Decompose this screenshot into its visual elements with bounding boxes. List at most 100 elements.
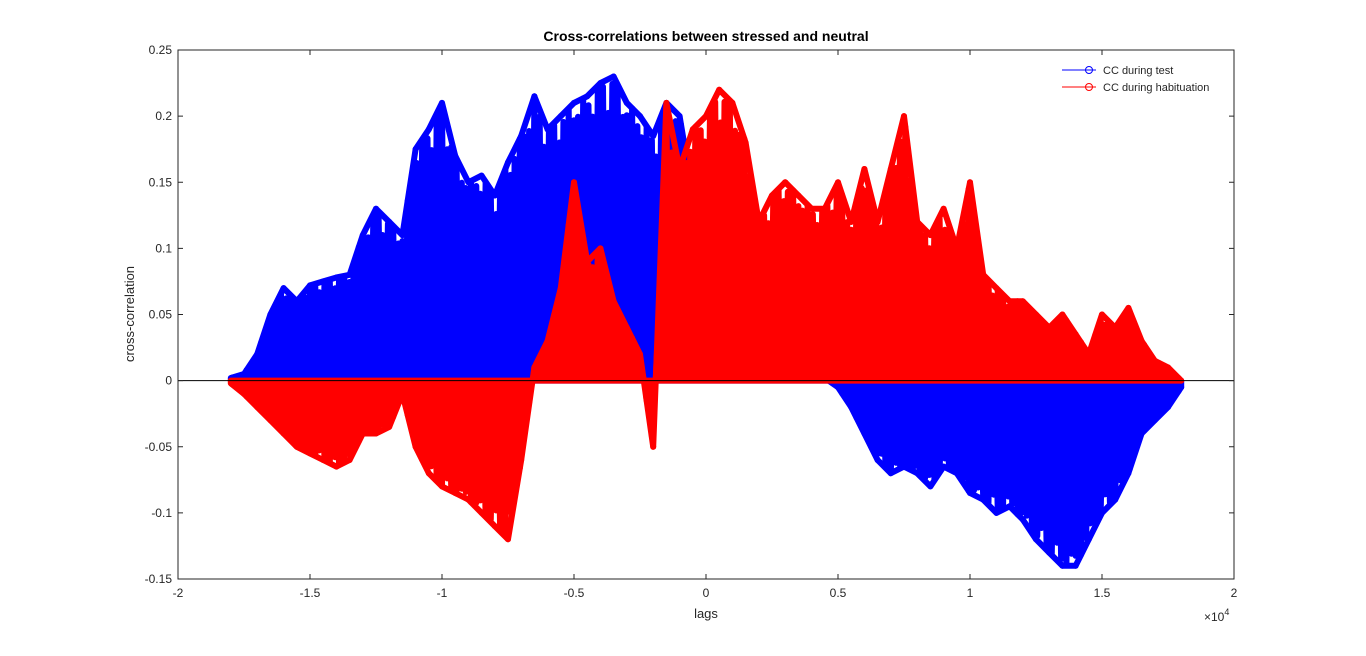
- legend-label-test: CC during test: [1103, 65, 1173, 77]
- data-point: [254, 351, 261, 358]
- x-axis-label: lags: [694, 606, 718, 621]
- x-tick-label: 2: [1231, 586, 1238, 600]
- data-point: [623, 99, 630, 106]
- data-point: [967, 179, 973, 186]
- data-point: [650, 443, 657, 450]
- data-point: [980, 271, 987, 278]
- data-point: [980, 496, 987, 503]
- data-point: [848, 218, 855, 225]
- data-point: [610, 298, 617, 305]
- data-point: [610, 73, 617, 80]
- data-point: [1059, 311, 1066, 318]
- y-tick-label: 0.1: [155, 241, 172, 255]
- data-point: [835, 384, 841, 391]
- x-tick-label: -0.5: [564, 586, 585, 600]
- data-point: [663, 99, 670, 106]
- data-point: [597, 245, 604, 252]
- data-point: [1125, 470, 1132, 477]
- data-point: [808, 205, 815, 212]
- legend-marker-habituation: [1085, 83, 1093, 91]
- data-point: [835, 179, 841, 186]
- data-point: [412, 443, 419, 450]
- data-point: [293, 298, 300, 305]
- x-axis-exponent: ×104: [1204, 607, 1229, 624]
- data-point: [531, 364, 538, 371]
- x-tick-label: -1.5: [300, 586, 321, 600]
- data-point: [993, 509, 1000, 516]
- data-point: [887, 166, 894, 172]
- data-point: [227, 380, 234, 387]
- data-point: [901, 463, 907, 470]
- data-point: [478, 509, 485, 516]
- data-point: [439, 99, 445, 106]
- data-point: [267, 311, 274, 318]
- data-point: [650, 133, 657, 139]
- y-tick-label: 0.25: [149, 43, 173, 57]
- data-point: [1006, 503, 1013, 510]
- data-point: [1046, 324, 1053, 331]
- data-point: [359, 232, 366, 239]
- data-point: [848, 404, 855, 411]
- data-point: [386, 218, 393, 225]
- data-point: [769, 192, 775, 199]
- x-tick-label: 0.5: [830, 586, 847, 600]
- data-point: [901, 113, 907, 120]
- data-point: [505, 159, 511, 166]
- data-point: [373, 430, 379, 437]
- y-tick-label: 0.2: [155, 109, 172, 123]
- data-point: [676, 166, 683, 172]
- x-tick-label: -2: [173, 586, 184, 600]
- data-point: [887, 470, 894, 477]
- data-point: [597, 80, 604, 87]
- data-point: [742, 139, 749, 146]
- data-point: [373, 205, 379, 212]
- data-point: [637, 113, 643, 120]
- data-point: [531, 93, 538, 100]
- chart-title: Cross-correlations between stressed and …: [543, 28, 868, 44]
- data-point: [953, 470, 960, 477]
- data-point: [491, 192, 498, 199]
- data-point: [267, 417, 274, 424]
- data-point: [333, 463, 340, 470]
- data-point: [1125, 304, 1132, 311]
- data-point: [280, 285, 287, 292]
- series-habituation: [227, 86, 1185, 543]
- data-point: [927, 483, 934, 490]
- data-point: [1178, 384, 1185, 391]
- data-point: [1085, 536, 1092, 543]
- data-point: [346, 457, 353, 463]
- data-point: [386, 423, 393, 430]
- data-point: [557, 285, 564, 292]
- data-point: [1059, 562, 1066, 569]
- legend: CC during test CC during habituation: [1062, 65, 1209, 94]
- data-point: [993, 285, 1000, 292]
- data-point: [399, 390, 406, 397]
- data-point: [518, 457, 525, 463]
- data-point: [320, 278, 327, 285]
- data-point: [1099, 311, 1105, 318]
- data-point: [689, 126, 696, 133]
- data-point: [1072, 562, 1079, 569]
- data-point: [755, 218, 762, 225]
- data-point: [439, 483, 445, 490]
- data-point: [1019, 516, 1026, 523]
- data-point: [584, 258, 591, 265]
- data-point: [703, 113, 709, 120]
- data-point: [927, 232, 934, 239]
- y-axis-label: cross-correlation: [122, 266, 137, 362]
- y-tick-label: 0: [165, 374, 172, 388]
- data-point: [623, 324, 630, 331]
- y-tick-label: 0.05: [149, 308, 173, 322]
- y-tick-label: -0.05: [145, 440, 173, 454]
- data-point: [1072, 331, 1079, 338]
- data-point: [254, 404, 261, 411]
- data-point: [1112, 324, 1119, 331]
- data-point: [1085, 351, 1092, 358]
- data-point: [874, 218, 881, 225]
- data-point: [861, 430, 868, 437]
- data-point: [491, 523, 498, 530]
- data-point: [584, 93, 591, 100]
- data-point: [359, 430, 366, 437]
- data-point: [1099, 509, 1105, 516]
